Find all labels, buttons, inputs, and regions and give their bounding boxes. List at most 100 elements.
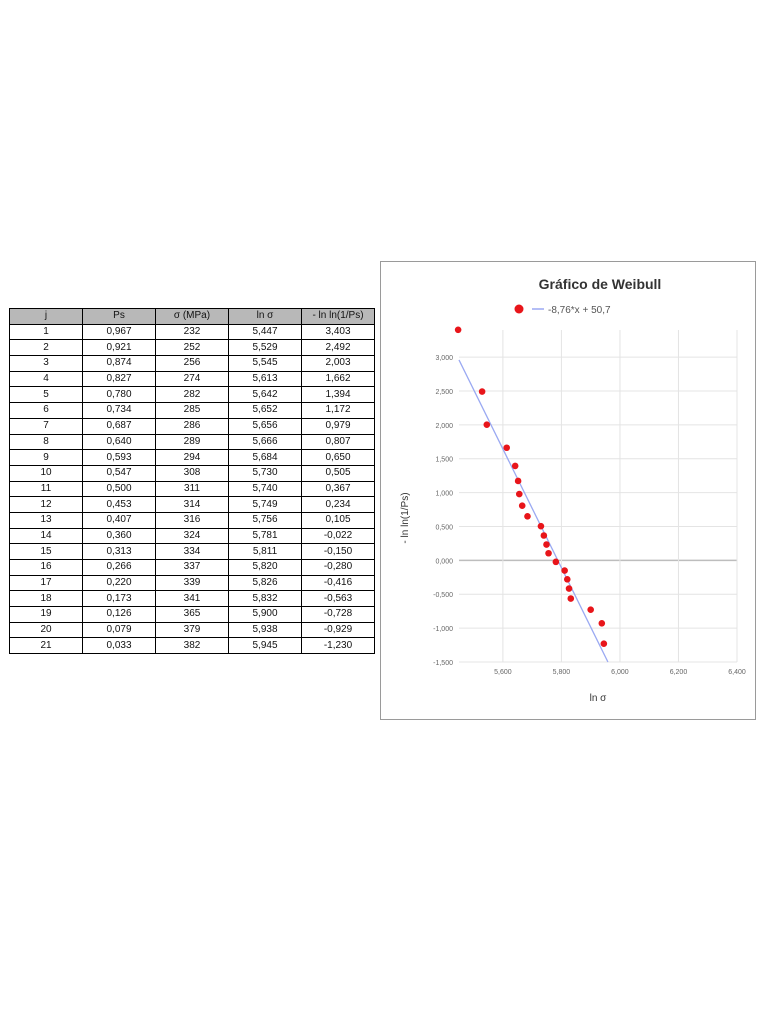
table-row: 17 0,220 339 5,826 -0,416 xyxy=(9,574,375,592)
cell-ln-sigma: 5,447 xyxy=(228,323,302,341)
cell-sigma: 285 xyxy=(155,402,229,419)
cell-ln-sigma: 5,740 xyxy=(228,480,302,498)
cell-ln-ln: -1,230 xyxy=(301,637,375,655)
header-j: j xyxy=(9,308,83,325)
table-row: 10 0,547 308 5,730 0,505 xyxy=(9,464,375,482)
cell-j: 9 xyxy=(9,449,83,466)
weibull-chart: Gráfico de Weibull -8,76*x + 50,7 3,000 2… xyxy=(400,276,746,704)
y-tick-label: 0,500 xyxy=(435,524,453,531)
cell-ps: 0,079 xyxy=(82,621,156,639)
cell-j: 1 xyxy=(9,323,83,341)
table-row: 8 0,640 289 5,666 0,807 xyxy=(9,433,375,451)
cell-ln-ln: 0,979 xyxy=(301,417,375,435)
x-tick-label: 6,000 xyxy=(611,669,629,676)
table-header-row: j Ps σ (MPa) ln σ - ln ln(1/Ps) xyxy=(9,308,375,325)
cell-j: 20 xyxy=(9,621,83,639)
legend-marker xyxy=(514,304,524,314)
cell-ln-sigma: 5,652 xyxy=(228,402,302,419)
cell-sigma: 314 xyxy=(155,496,229,513)
cell-ln-ln: 0,807 xyxy=(301,433,375,451)
y-tick-label: -1,500 xyxy=(433,660,453,667)
table-row: 3 0,874 256 5,545 2,003 xyxy=(9,355,375,372)
cell-ln-sigma: 5,781 xyxy=(228,527,302,545)
cell-ln-sigma: 5,826 xyxy=(228,574,302,592)
cell-ln-sigma: 5,811 xyxy=(228,543,302,560)
cell-ps: 0,220 xyxy=(82,574,156,592)
trendline xyxy=(458,359,609,663)
cell-ps: 0,827 xyxy=(82,370,156,388)
cell-ps: 0,921 xyxy=(82,339,156,357)
table-row: 15 0,313 334 5,811 -0,150 xyxy=(9,543,375,560)
cell-ln-sigma: 5,666 xyxy=(228,433,302,451)
cell-ps: 0,967 xyxy=(82,323,156,341)
x-tick-label: 6,200 xyxy=(670,669,688,676)
cell-ln-sigma: 5,820 xyxy=(228,559,302,576)
cell-ps: 0,033 xyxy=(82,637,156,655)
x-axis-label: ln σ xyxy=(590,693,608,704)
cell-ln-ln: -0,280 xyxy=(301,559,375,576)
cell-ln-ln: 0,650 xyxy=(301,449,375,466)
y-axis-label: - ln ln(1/Ps) xyxy=(400,492,411,543)
y-tick-label: 1,000 xyxy=(435,491,453,498)
cell-j: 4 xyxy=(9,370,83,388)
cell-sigma: 379 xyxy=(155,621,229,639)
data-point xyxy=(514,477,522,485)
cell-j: 13 xyxy=(9,511,83,529)
cell-ln-sigma: 5,730 xyxy=(228,464,302,482)
data-point xyxy=(540,532,548,539)
cell-sigma: 252 xyxy=(155,339,229,357)
data-point xyxy=(515,490,523,498)
table-row: 12 0,453 314 5,749 0,234 xyxy=(9,496,375,513)
cell-ln-sigma: 5,756 xyxy=(228,511,302,529)
cell-ln-sigma: 5,749 xyxy=(228,496,302,513)
cell-sigma: 256 xyxy=(155,355,229,372)
table-row: 18 0,173 341 5,832 -0,563 xyxy=(9,590,375,608)
cell-sigma: 289 xyxy=(155,433,229,451)
cell-j: 7 xyxy=(9,417,83,435)
cell-ln-ln: 3,403 xyxy=(301,323,375,341)
data-point xyxy=(537,522,545,530)
cell-ln-sigma: 5,545 xyxy=(228,355,302,372)
table-row: 2 0,921 252 5,529 2,492 xyxy=(9,339,375,357)
cell-ln-ln: 1,662 xyxy=(301,370,375,388)
cell-ps: 0,313 xyxy=(82,543,156,560)
header-ps: Ps xyxy=(82,308,156,325)
x-tick-label: 6,400 xyxy=(728,669,746,676)
cell-ps: 0,453 xyxy=(82,496,156,513)
cell-ln-ln: 0,505 xyxy=(301,464,375,482)
y-tick-label: -1,000 xyxy=(433,626,453,633)
cell-j: 19 xyxy=(9,606,83,623)
data-point xyxy=(598,620,606,627)
cell-ln-sigma: 5,938 xyxy=(228,621,302,639)
table-row: 4 0,827 274 5,613 1,662 xyxy=(9,370,375,388)
cell-ln-ln: -0,728 xyxy=(301,606,375,623)
cell-ps: 0,360 xyxy=(82,527,156,545)
y-tick-label: 0,000 xyxy=(435,558,453,565)
cell-ln-sigma: 5,656 xyxy=(228,417,302,435)
cell-j: 8 xyxy=(9,433,83,451)
data-point xyxy=(565,585,573,592)
data-points-layer xyxy=(454,326,608,648)
weibull-chart-card: Gráfico de Weibull -8,76*x + 50,7 3,000 2… xyxy=(380,261,756,720)
data-point xyxy=(600,640,608,648)
chart-legend: -8,76*x + 50,7 xyxy=(514,304,611,316)
cell-ln-ln: 1,172 xyxy=(301,402,375,419)
cell-ln-sigma: 5,613 xyxy=(228,370,302,388)
header-ln-ln: - ln ln(1/Ps) xyxy=(301,308,375,325)
cell-j: 6 xyxy=(9,402,83,419)
table-row: 13 0,407 316 5,756 0,105 xyxy=(9,511,375,529)
y-tick-label: 2,000 xyxy=(435,423,453,430)
cell-sigma: 232 xyxy=(155,323,229,341)
chart-title: Gráfico de Weibull xyxy=(539,276,662,292)
table-row: 19 0,126 365 5,900 -0,728 xyxy=(9,606,375,623)
cell-ln-sigma: 5,945 xyxy=(228,637,302,655)
cell-ln-sigma: 5,832 xyxy=(228,590,302,608)
cell-ln-ln: -0,416 xyxy=(301,574,375,592)
data-point xyxy=(545,549,552,557)
cell-sigma: 316 xyxy=(155,511,229,529)
y-tick-label: 2,500 xyxy=(435,389,453,396)
table-row: 5 0,780 282 5,642 1,394 xyxy=(9,386,375,404)
cell-sigma: 282 xyxy=(155,386,229,404)
data-point xyxy=(561,567,568,574)
cell-ln-sigma: 5,529 xyxy=(228,339,302,357)
